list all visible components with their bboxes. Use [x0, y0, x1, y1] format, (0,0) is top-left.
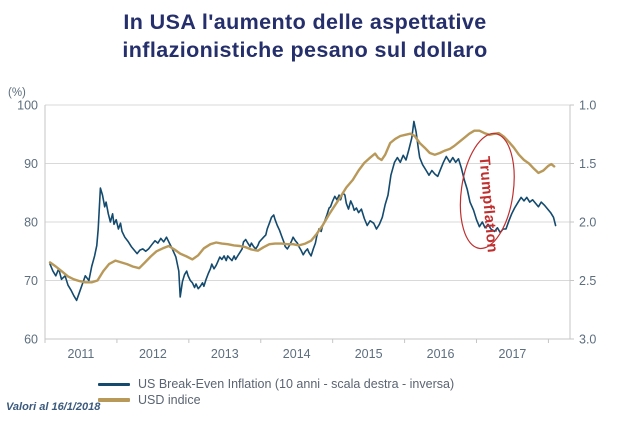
trumpflation-label: Trumpflation — [475, 156, 500, 254]
x-axis-label: 2014 — [283, 347, 311, 361]
x-axis-label: 2012 — [139, 347, 167, 361]
trumpflation-ellipse — [459, 132, 515, 250]
x-axis-label: 2015 — [355, 347, 383, 361]
right-axis-tick-label: 2.0 — [579, 216, 596, 230]
x-axis-label: 2011 — [68, 347, 95, 361]
footnote-date: Valori al 16/1/2018 — [6, 401, 101, 413]
left-axis-tick-label: 90 — [24, 157, 38, 171]
legend-item-breakeven: US Break-Even Inflation (10 anni - scala… — [98, 377, 454, 391]
left-axis-tick-label: 100 — [17, 99, 38, 113]
left-axis-tick-label: 60 — [24, 333, 38, 347]
chart-title-line2: inflazionistiche pesano sul dollaro — [122, 38, 488, 63]
x-axis-label: 2017 — [499, 347, 527, 361]
right-axis-tick-label: 2.5 — [579, 274, 596, 288]
x-axis-label: 2016 — [427, 347, 455, 361]
usd-index-series-line — [48, 129, 556, 284]
legend-label-breakeven: US Break-Even Inflation (10 anni - scala… — [138, 377, 455, 391]
chart-title-line1: In USA l'aumento delle aspettative — [123, 10, 487, 34]
x-axis-label: 2013 — [211, 347, 239, 361]
usd-line-swatch — [98, 398, 130, 402]
left-axis-tick-label: 70 — [24, 274, 38, 288]
left-axis-unit-label: (%) — [8, 87, 26, 99]
right-axis-tick-label: 3.0 — [579, 333, 596, 347]
breakeven-line-swatch — [98, 382, 130, 386]
chart-title: In USA l'aumento delle aspettative infla… — [0, 8, 610, 65]
breakeven-series-line — [49, 120, 557, 302]
left-axis-tick-label: 80 — [24, 216, 38, 230]
right-axis-tick-label: 1.0 — [579, 99, 596, 113]
legend-label-usd: USD indice — [138, 393, 201, 407]
right-axis-tick-label: 1.5 — [579, 157, 596, 171]
legend-item-usd: USD indice — [98, 393, 201, 407]
